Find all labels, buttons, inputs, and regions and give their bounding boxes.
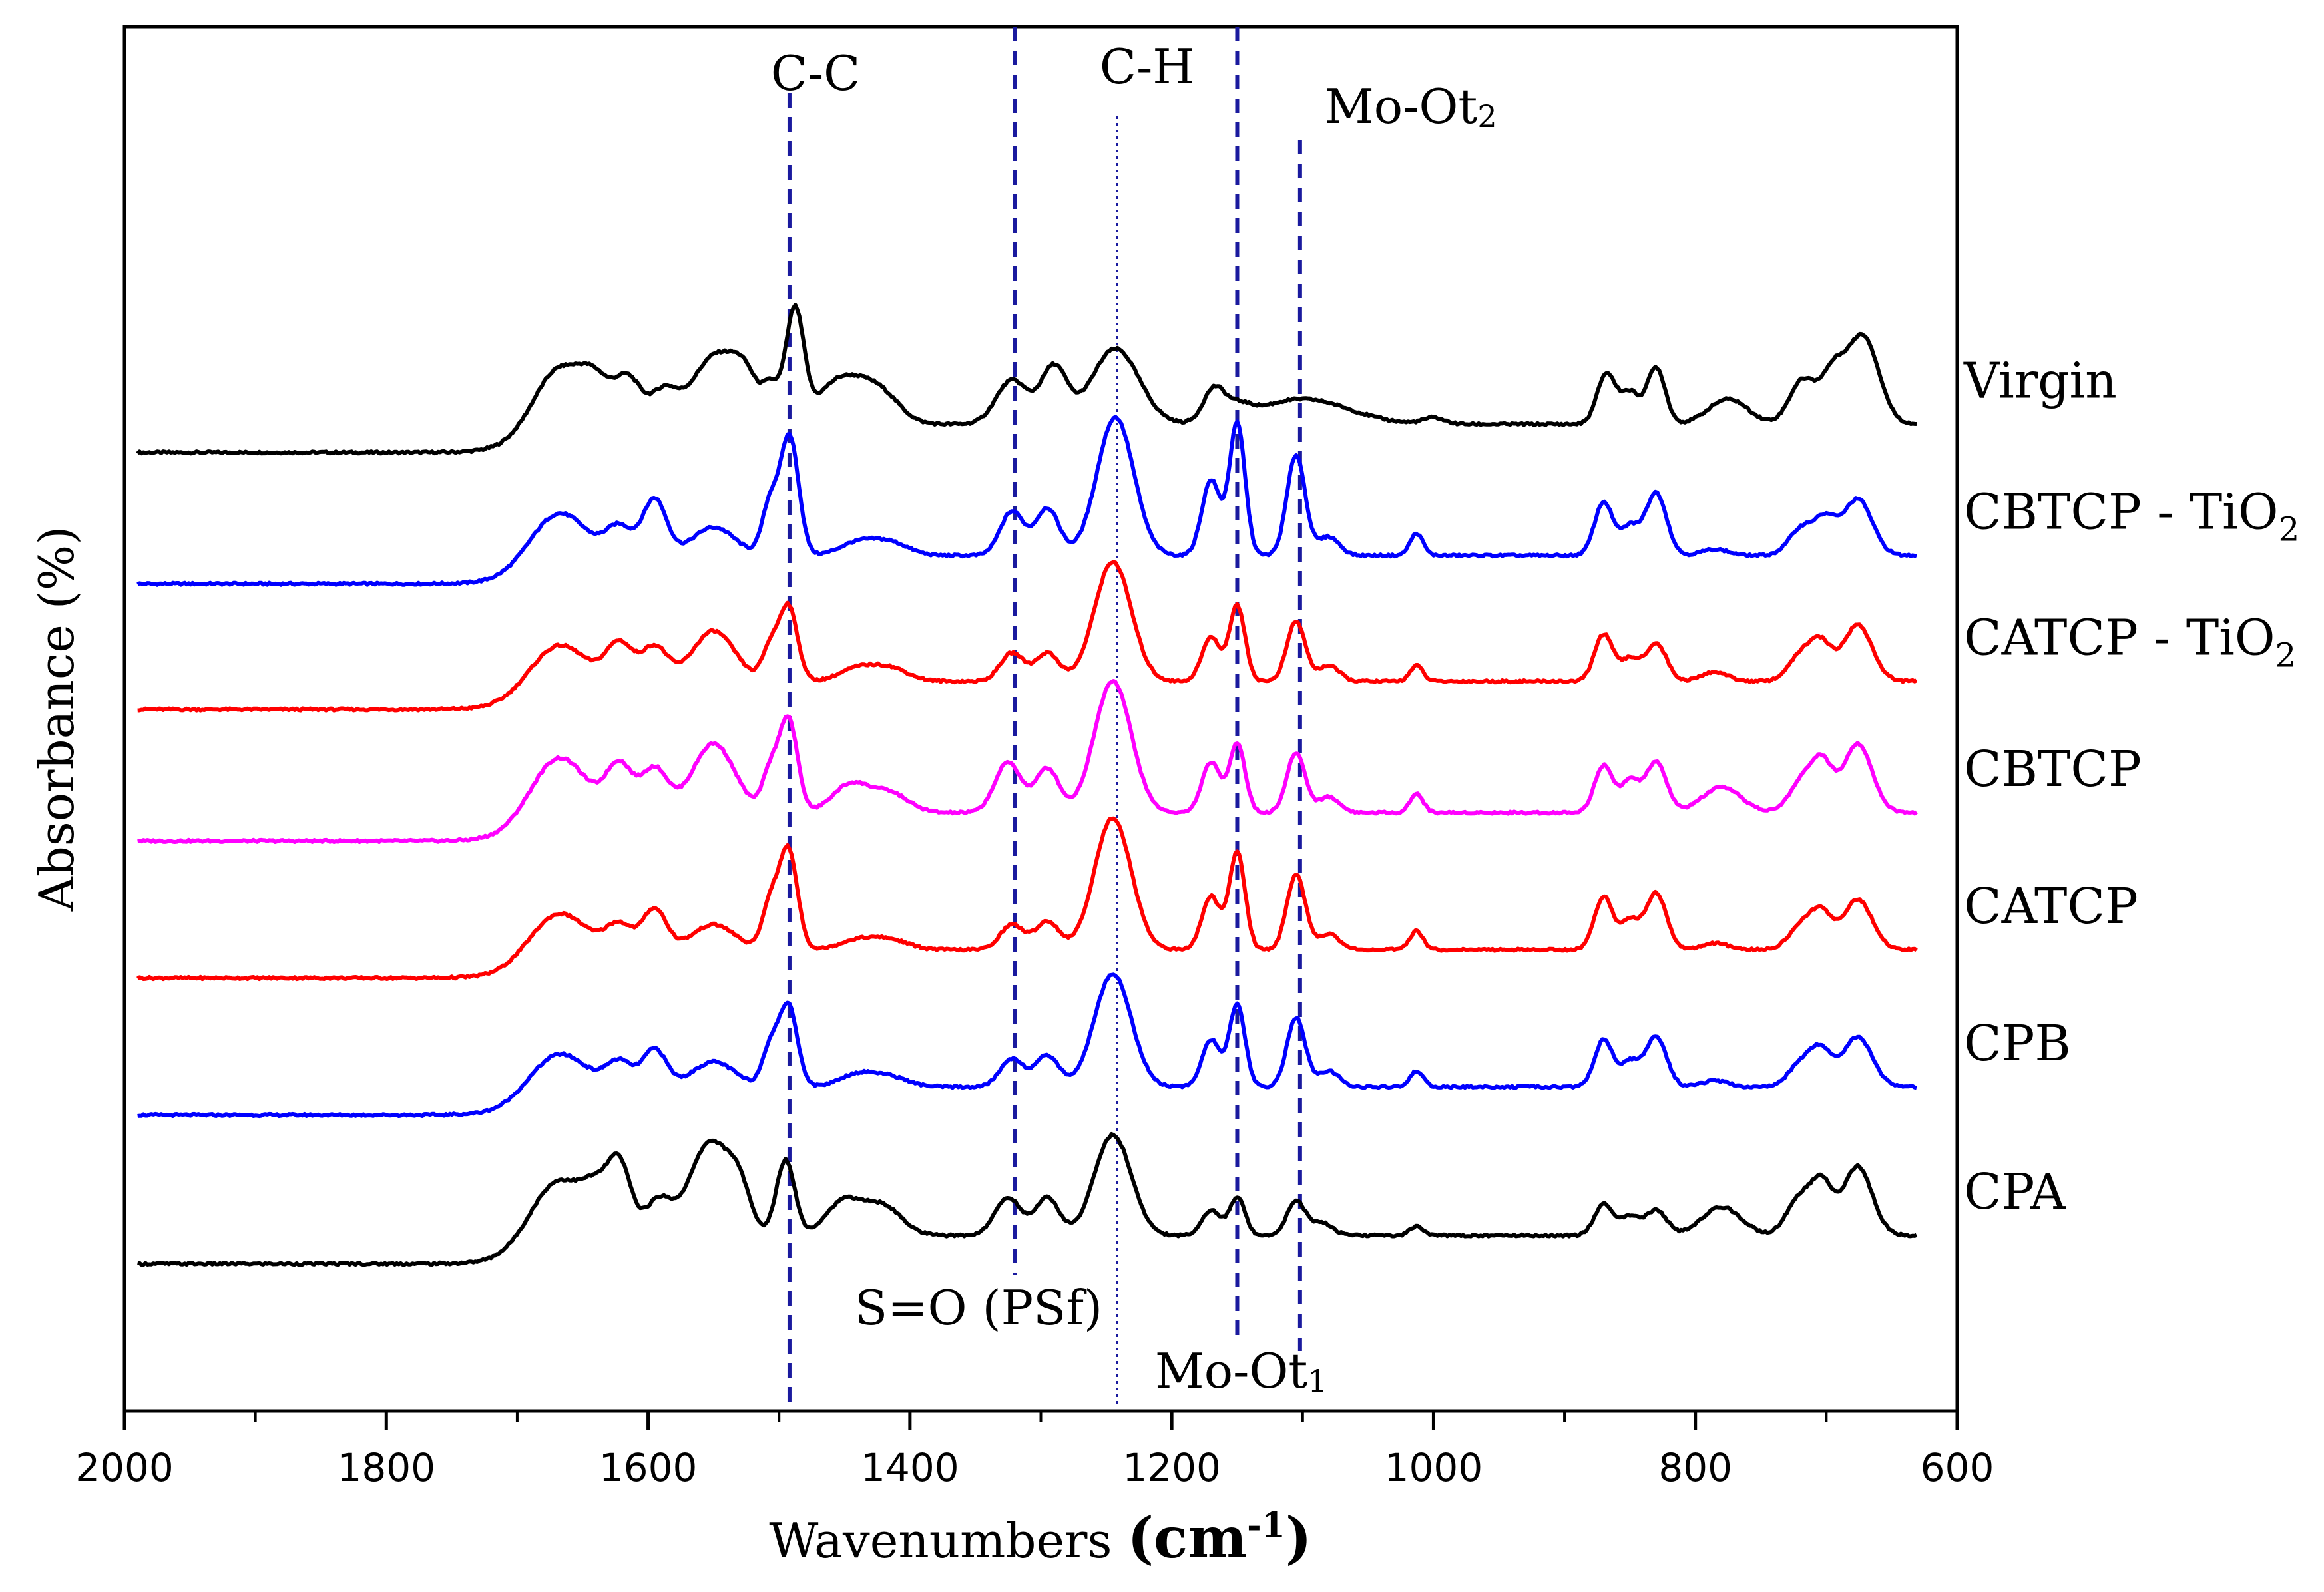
series-line-3 [137, 679, 1918, 844]
series-label-3: CBTCP [1964, 741, 2142, 798]
series-line-5 [137, 972, 1917, 1119]
series-label-1: CBTCP - TiO2 [1964, 484, 2299, 549]
series-label-6: CPA [1964, 1163, 2067, 1221]
x-tick-label-0: 2000 [75, 1445, 174, 1490]
x-tick-label-1: 1800 [337, 1445, 435, 1490]
ref-label-3: Mo-Ot1 [1155, 1343, 1327, 1399]
series-line-0 [136, 303, 1917, 456]
x-axis: 2000 1800 1600 1400 1200 1000 800 600 [75, 1411, 1994, 1490]
series-labels: Virgin CBTCP - TiO2 CATCP - TiO2 CBTCP CATCP… [1963, 352, 2299, 1221]
series-line-4 [136, 816, 1918, 982]
x-tick-label-3: 1400 [861, 1445, 959, 1490]
series-line-6 [137, 1132, 1918, 1267]
x-tick-label-6: 800 [1658, 1445, 1732, 1490]
y-axis-title: Absorbance (%) [29, 526, 85, 912]
annotations: C-C S=O (PSf) C-H Mo-Ot1 Mo-Ot2 [771, 39, 1497, 1399]
series-line-1 [136, 415, 1918, 587]
series-label-0: Virgin [1963, 352, 2117, 409]
ref-label-0: C-C [771, 45, 861, 101]
series-line-2 [137, 560, 1918, 713]
x-tick-label-5: 1000 [1385, 1445, 1483, 1490]
x-axis-title: Wavenumbers (cm-1) [769, 1505, 1311, 1571]
series-label-2: CATCP - TiO2 [1964, 610, 2296, 675]
series-label-4: CATCP [1964, 878, 2138, 935]
series-label-5: CPB [1964, 1015, 2071, 1072]
ref-label-2: C-H [1100, 39, 1194, 95]
ref-label-4: Mo-Ot2 [1325, 79, 1497, 134]
ref-label-1: S=O (PSf) [855, 1280, 1102, 1336]
x-tick-label-7: 600 [1921, 1445, 1994, 1490]
series-group [136, 303, 1918, 1267]
x-tick-label-4: 1200 [1122, 1445, 1221, 1490]
x-tick-label-2: 1600 [599, 1445, 698, 1490]
